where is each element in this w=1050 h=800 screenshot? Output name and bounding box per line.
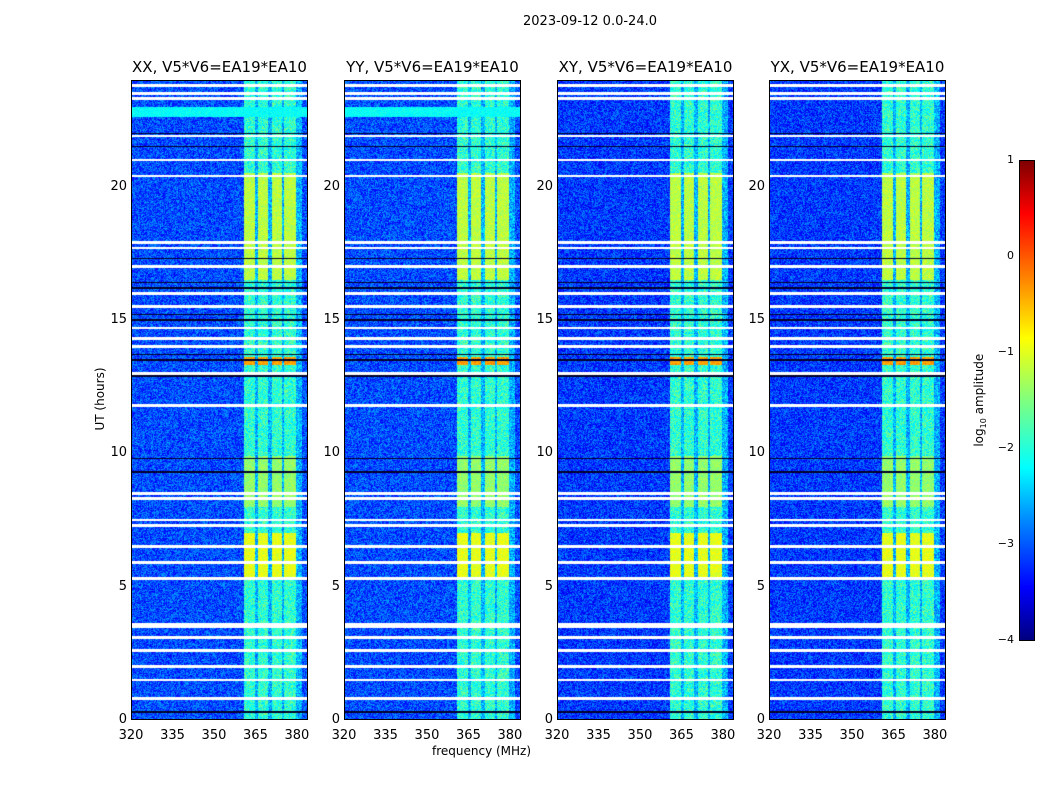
- x-tick-label: 380: [284, 728, 310, 743]
- panel-title: YX, V5*V6=EA19*EA10: [770, 58, 945, 76]
- x-tick-label: 335: [586, 728, 611, 743]
- y-tick-label: 0: [544, 712, 553, 727]
- colorbar-tick-label: −2: [997, 441, 1014, 454]
- y-tick-label: 20: [323, 178, 340, 194]
- y-tick-label: 10: [110, 445, 127, 461]
- x-axis-label: frequency (MHz): [432, 744, 532, 758]
- x-tick-label: 380: [922, 728, 948, 743]
- x-tick-label: 365: [456, 728, 481, 743]
- colorbar-tick-label: 1: [1007, 153, 1014, 166]
- heatmap-panel-2: YY, V5*V6=EA19*EA10 320 335 350 365 380 0 5 10 15…: [323, 58, 522, 743]
- y-tick-label: 10: [536, 445, 553, 461]
- x-tick-label: 380: [497, 728, 523, 743]
- x-tick-label: 365: [669, 728, 694, 743]
- x-tick-label: 380: [710, 728, 736, 743]
- heatmap-panel-1: XX, V5*V6=EA19*EA10 320 335 350 365 380 0 5 10 15…: [110, 58, 309, 743]
- heatmap-image: [131, 80, 308, 720]
- x-tick-label: 365: [243, 728, 268, 743]
- y-tick-label: 0: [118, 712, 127, 727]
- plot-frame: [131, 80, 308, 720]
- y-tick-label: 20: [536, 178, 553, 194]
- colorbar: [1019, 160, 1035, 641]
- y-tick-label: 0: [331, 712, 340, 727]
- colorbar-tick-label: −1: [997, 345, 1014, 358]
- plot-frame: [344, 80, 521, 720]
- y-tick-label: 10: [748, 445, 765, 461]
- y-tick-label: 0: [756, 712, 765, 727]
- y-tick-label: 20: [748, 178, 765, 194]
- heatmap-image: [557, 80, 734, 720]
- x-tick-label: 320: [118, 728, 144, 743]
- y-tick-label: 15: [748, 312, 765, 327]
- x-tick-label: 335: [160, 728, 185, 743]
- plot-frame: [557, 80, 734, 720]
- figure-title: 2023-09-12 0.0-24.0: [523, 14, 657, 29]
- x-tick-label: 350: [414, 728, 440, 743]
- heatmap-image: [769, 80, 946, 720]
- colorbar-tick-label: 0: [1007, 249, 1014, 262]
- y-tick-label: 5: [756, 578, 765, 594]
- plot-frame: [769, 80, 946, 720]
- y-tick-label: 15: [323, 312, 340, 327]
- y-axis-label: UT (hours): [93, 367, 107, 431]
- colorbar-tick-label: −3: [997, 537, 1014, 550]
- colorbar-tick-label: −4: [997, 633, 1014, 646]
- panel-title: XY, V5*V6=EA19*EA10: [558, 58, 733, 76]
- y-tick-label: 5: [331, 578, 340, 594]
- x-tick-label: 335: [798, 728, 823, 743]
- x-tick-label: 350: [627, 728, 653, 743]
- panel-title: XX, V5*V6=EA19*EA10: [132, 58, 307, 76]
- x-tick-label: 320: [544, 728, 570, 743]
- y-tick-label: 15: [536, 312, 553, 327]
- y-tick-label: 5: [118, 578, 127, 594]
- y-tick-label: 20: [110, 178, 127, 194]
- heatmap-image: [344, 80, 521, 720]
- heatmap-panel-3: XY, V5*V6=EA19*EA10 320 335 350 365 380 0 5 10 15…: [536, 58, 735, 743]
- heatmap-panel-4: YX, V5*V6=EA19*EA10 320 335 350 365 380 0 5 10 15…: [748, 58, 947, 743]
- x-tick-label: 320: [756, 728, 782, 743]
- x-tick-label: 320: [331, 728, 357, 743]
- panel-title: YY, V5*V6=EA19*EA10: [346, 58, 519, 76]
- y-tick-label: 5: [544, 578, 553, 594]
- x-tick-label: 335: [373, 728, 398, 743]
- x-tick-label: 350: [839, 728, 865, 743]
- y-tick-label: 15: [110, 312, 127, 327]
- y-tick-label: 10: [323, 445, 340, 461]
- x-tick-label: 350: [201, 728, 227, 743]
- x-tick-label: 365: [881, 728, 906, 743]
- colorbar-label: log10 amplitude: [971, 353, 989, 447]
